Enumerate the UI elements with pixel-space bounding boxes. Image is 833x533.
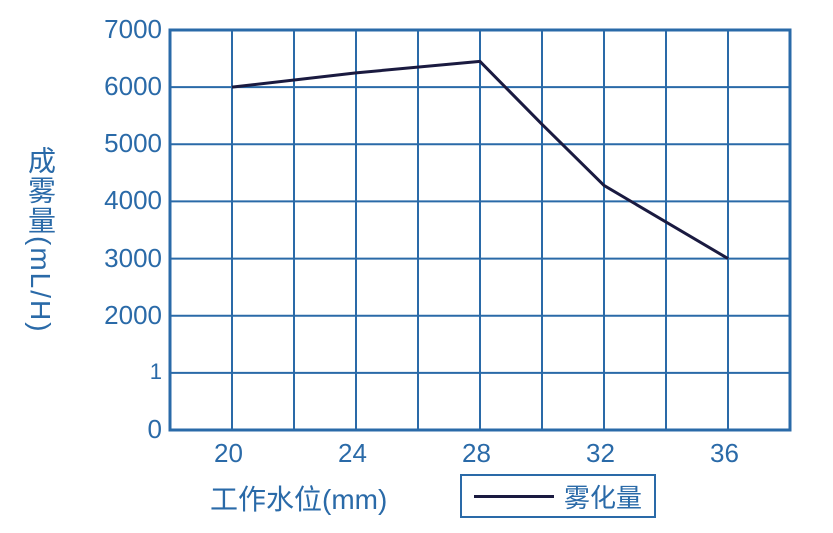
y-tick-label: 4000 [104,185,162,216]
x-tick-label: 20 [214,438,243,469]
x-tick-label: 28 [462,438,491,469]
stray-label: 1 [150,359,162,385]
legend: 雾化量 [460,474,656,518]
legend-line-icon [474,495,554,498]
legend-label: 雾化量 [564,478,642,515]
x-tick-label: 32 [586,438,615,469]
y-tick-label: 6000 [104,71,162,102]
y-tick-label: 7000 [104,14,162,45]
y-tick-label: 5000 [104,128,162,159]
y-tick-label: 2000 [104,300,162,331]
y-tick-label: 0 [148,414,162,445]
x-tick-label: 24 [338,438,367,469]
x-axis-title: 工作水位(mm) [210,478,387,518]
x-tick-label: 36 [710,438,739,469]
y-tick-label: 3000 [104,243,162,274]
chart-container: 成雾量(mL/H) 020003000400050006000700012024… [0,0,833,533]
